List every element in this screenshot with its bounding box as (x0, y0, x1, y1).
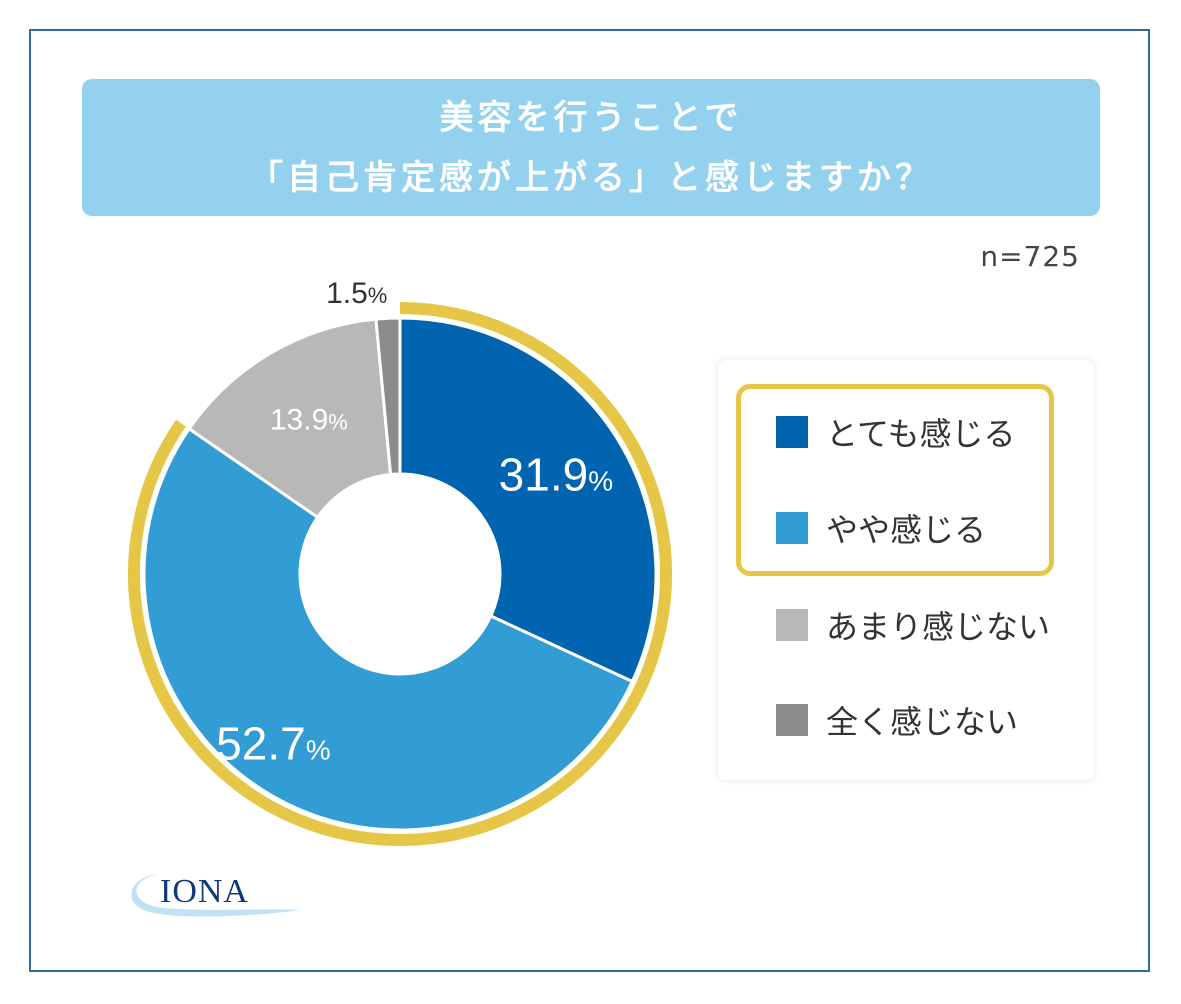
legend-item-strongly: とても感じる (776, 412, 1016, 453)
highlight-arc-layer (128, 302, 672, 846)
donut-slice-somewhat (142, 426, 635, 832)
chart-title-box: 美容を行うことで 「自己肯定感が上がる」と感じますか？ (82, 79, 1100, 216)
logo-text: IONA (160, 873, 249, 910)
value-label-strongly: 31.9% (499, 448, 613, 500)
value-label-not-much: 13.9% (270, 403, 348, 436)
slice-layer (142, 316, 658, 832)
legend-item-not-at-all: 全く感じない (776, 700, 1019, 741)
legend-label-somewhat: やや感じる (826, 511, 987, 549)
legend-swatch-not-at-all (776, 704, 808, 736)
legend-highlight-box (736, 384, 1054, 576)
legend-label-not-at-all: 全く感じない (826, 703, 1019, 741)
legend-label-not-much: あまり感じない (826, 608, 1051, 646)
iona-logo: IONA (131, 873, 300, 917)
legend-swatch-somewhat (776, 512, 808, 544)
value-label-not-at-all: 1.5% (326, 277, 387, 310)
sample-size-label: n=725 (980, 240, 1080, 273)
legend-item-somewhat: やや感じる (776, 508, 987, 549)
chart-title-line-1: 美容を行うことで (439, 97, 743, 138)
donut-slice-not-much (187, 317, 393, 520)
legend-label-strongly: とても感じる (826, 415, 1016, 453)
donut-slice-not-at-all (374, 316, 402, 477)
legend-item-not-much: あまり感じない (776, 605, 1051, 646)
value-label-layer: 31.9% 52.7% 13.9% 1.5% (216, 277, 613, 770)
legend-swatch-not-much (776, 609, 808, 641)
highlight-arc (128, 302, 672, 846)
legend-swatch-strongly (776, 416, 808, 448)
value-label-somewhat: 52.7% (216, 717, 330, 769)
chart-title-line-2: 「自己肯定感が上がる」と感じますか？ (249, 157, 933, 198)
donut-slice-strongly (398, 316, 658, 684)
